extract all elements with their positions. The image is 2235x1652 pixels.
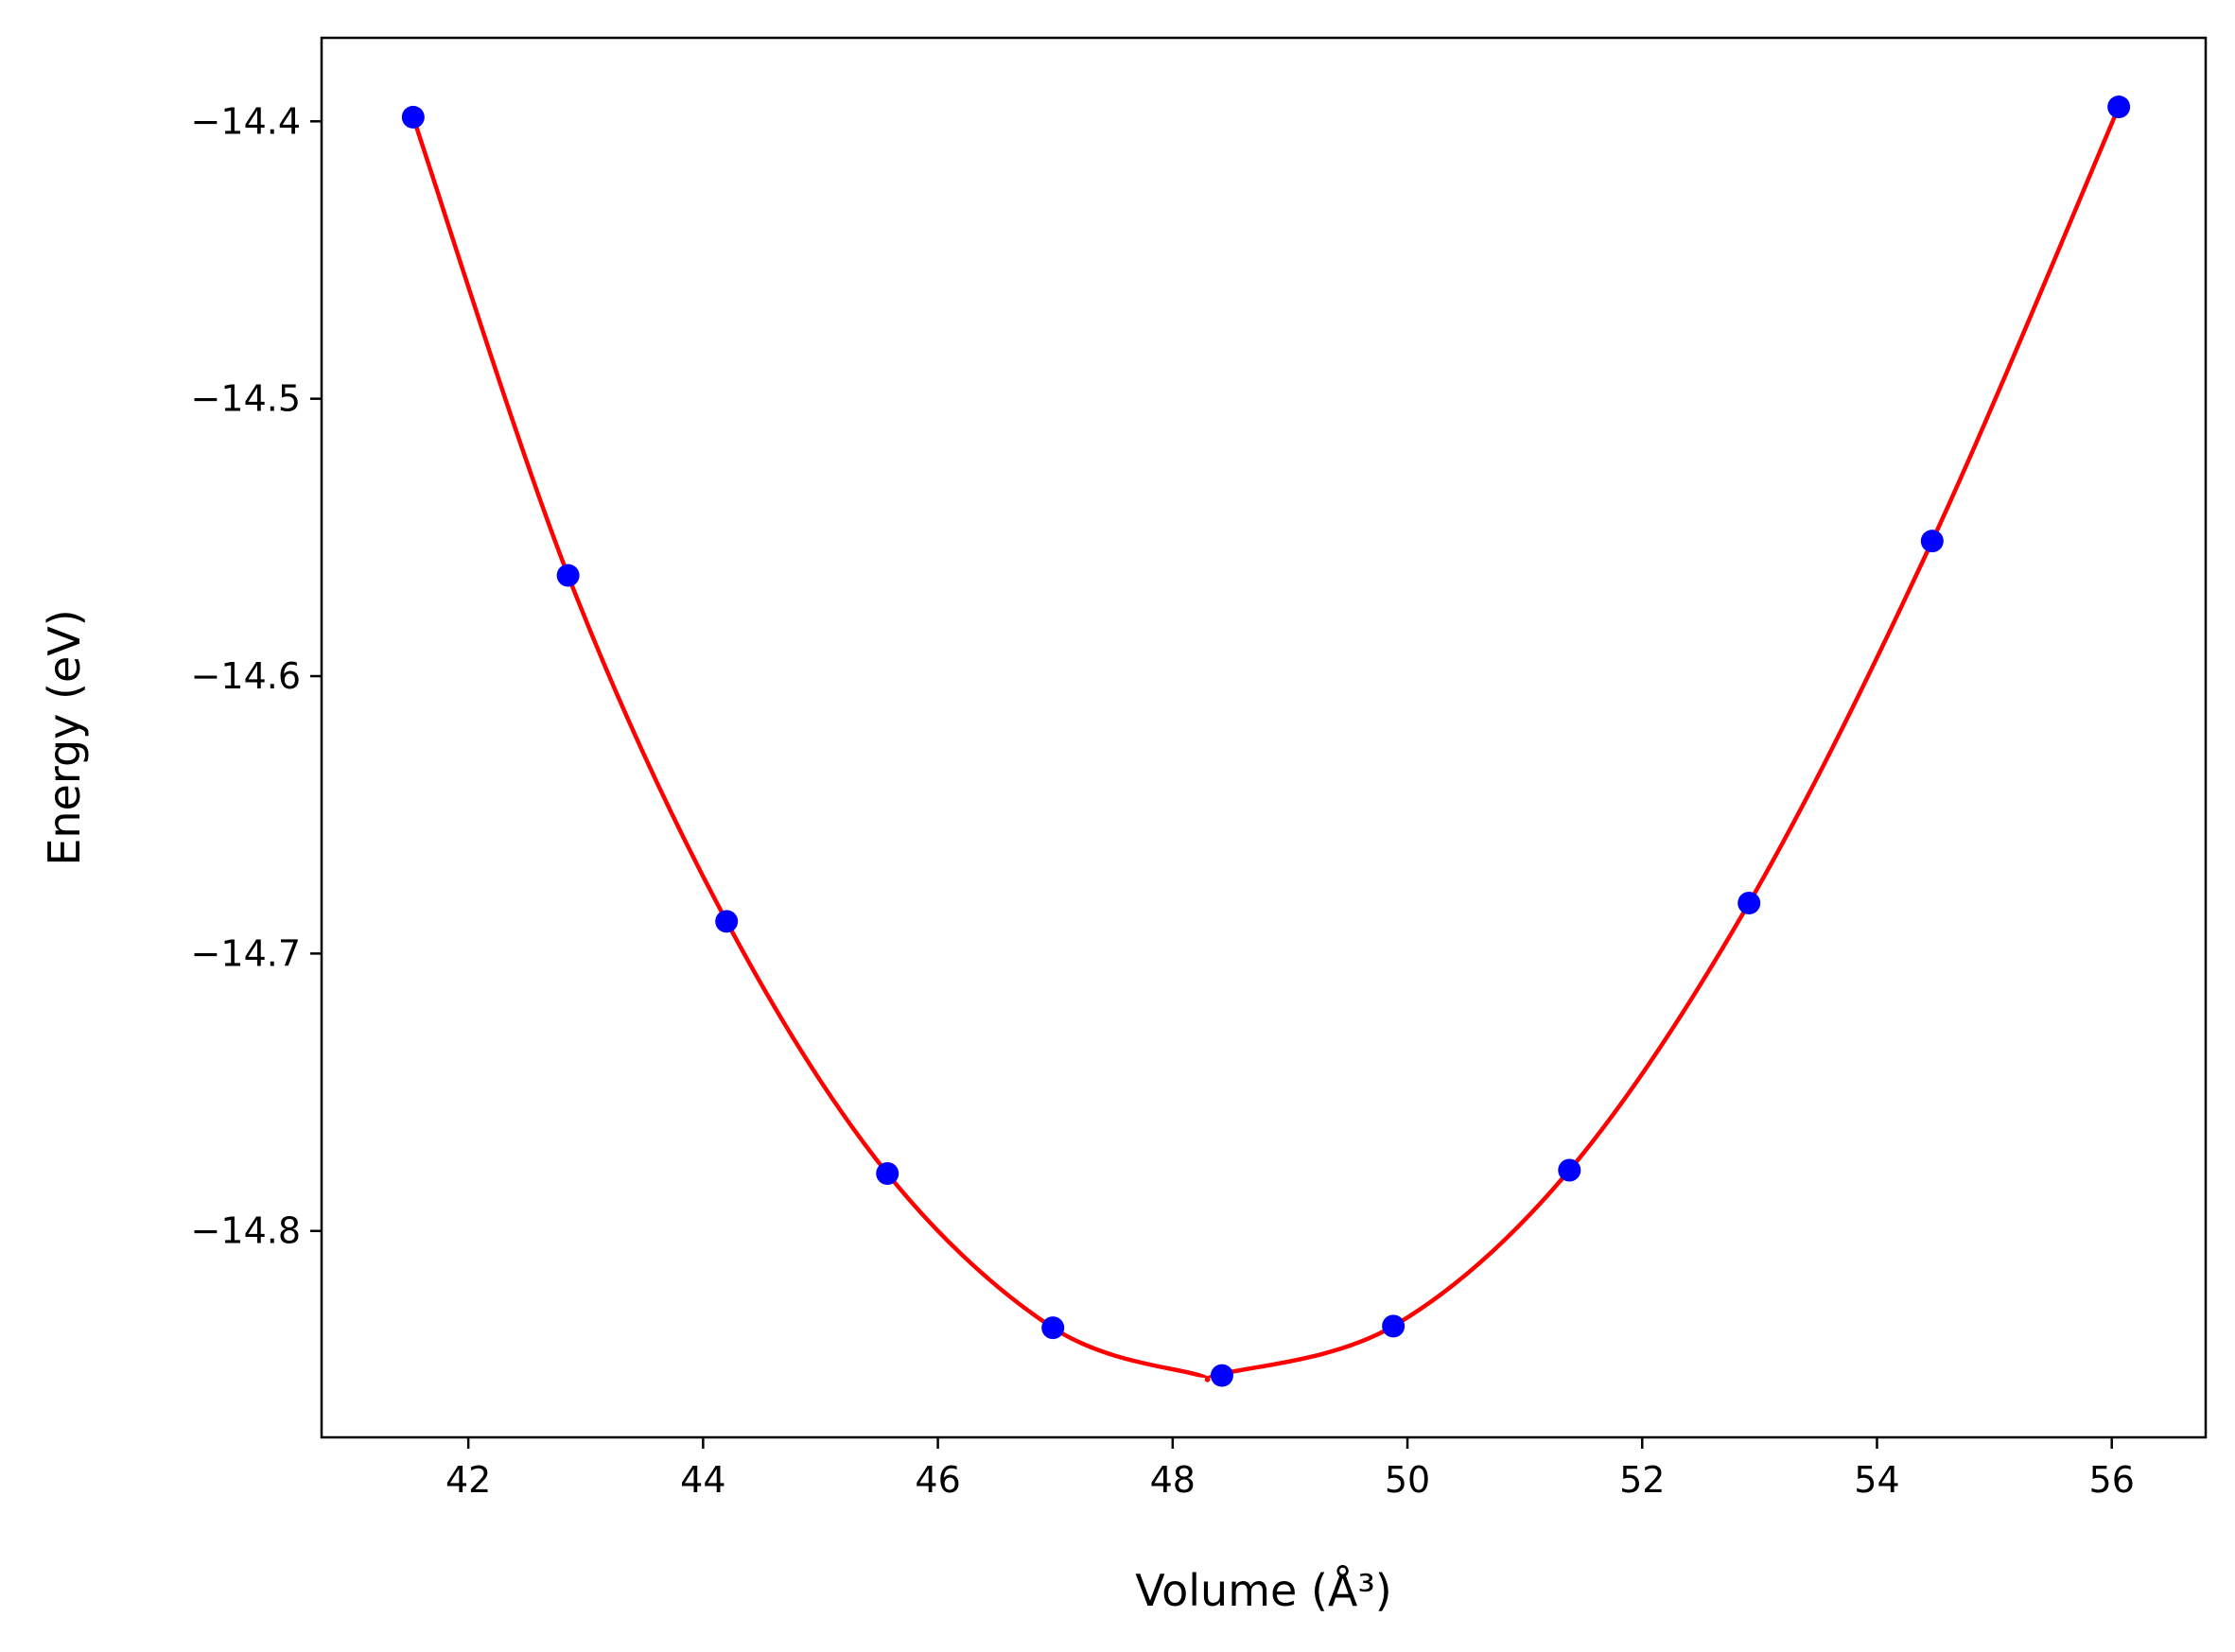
fit-curve [410,106,2122,1382]
x-tick-label: 46 [915,1459,960,1501]
data-point [1382,1314,1406,1338]
y-tick-label: −14.7 [191,932,301,974]
y-axis-label: Energy (eV) [39,609,90,865]
x-tick-label: 44 [680,1459,725,1501]
x-tick-label: 54 [1854,1459,1899,1501]
plot-frame [320,36,2208,1439]
data-point [2107,96,2131,119]
data-point [1041,1316,1065,1340]
x-tick-label: 48 [1150,1459,1196,1501]
data-point [1920,530,1944,553]
data-point [1737,891,1761,914]
x-axis-label: Volume (Å³) [1135,1565,1392,1616]
x-tick-label: 56 [2089,1459,2135,1501]
data-point [876,1162,899,1186]
x-tick-label: 50 [1385,1459,1430,1501]
data-point [1210,1364,1233,1387]
y-tick-label: −14.5 [191,378,301,420]
data-point [715,910,739,933]
y-tick-label: −14.4 [191,100,301,142]
y-tick-label: −14.6 [191,655,301,697]
x-tick-label: 52 [1619,1459,1665,1501]
y-tick-label: −14.8 [191,1210,301,1252]
data-point [556,564,580,587]
data-point [401,105,425,129]
data-point [1558,1158,1581,1182]
x-tick-label: 42 [445,1459,491,1501]
